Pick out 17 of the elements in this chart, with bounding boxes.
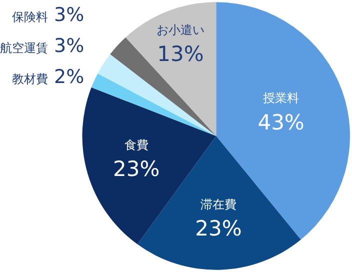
slice-label: 教材費	[12, 72, 48, 86]
data-label: 23%	[195, 216, 242, 241]
data-label: 23%	[113, 157, 160, 182]
data-label: 3%	[54, 35, 84, 57]
slice-label: お小遣い	[156, 22, 204, 37]
slice-label: 滞在費	[200, 197, 236, 212]
data-label: 13%	[157, 42, 204, 66]
slice-label: 航空運賃	[0, 41, 48, 55]
slice-label: 保険料	[12, 10, 48, 24]
pie-slice	[126, 2, 216, 136]
pie-slice	[91, 74, 216, 136]
data-label: 3%	[54, 4, 84, 26]
data-label: 2%	[54, 66, 84, 88]
data-label: 43%	[258, 110, 304, 134]
slice-label: 食費	[124, 138, 148, 152]
pie-slice	[110, 37, 216, 136]
slice-label: 授業料	[263, 91, 300, 106]
